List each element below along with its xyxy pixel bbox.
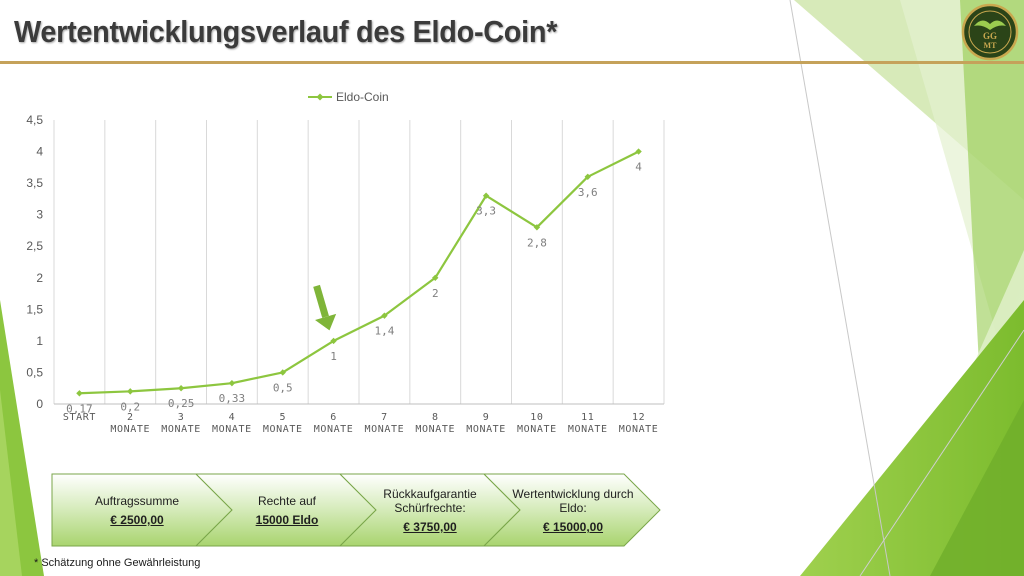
title-underline	[0, 61, 1024, 64]
chart-annotation	[313, 284, 337, 331]
x-tick-label: MONATE	[263, 424, 303, 435]
process-step-3: Rückkaufgarantie Schürfrechte: € 3750,00	[372, 487, 488, 534]
data-point	[279, 369, 286, 376]
x-tick-label: MONATE	[365, 424, 405, 435]
logo-text-top: GG	[983, 31, 997, 41]
data-point	[533, 224, 541, 231]
y-tick-label: 1,5	[26, 302, 43, 316]
data-point	[482, 192, 490, 199]
y-tick-label: 0,5	[26, 365, 43, 379]
process-step-4: Wertentwicklung durch Eldo: € 15000,00	[512, 487, 634, 534]
x-tick-label: 8	[432, 412, 439, 423]
y-tick-label: 1	[36, 334, 43, 348]
process-step-4-shape	[482, 473, 661, 547]
process-step-3-value: € 3750,00	[403, 520, 457, 534]
data-point	[127, 388, 134, 395]
x-tick-label: MONATE	[110, 424, 150, 435]
data-point	[76, 390, 83, 397]
x-tick-label: 2	[127, 412, 134, 423]
process-step-3-label: Rückkaufgarantie Schürfrechte:	[383, 487, 477, 515]
process-step-4-value: € 15000,00	[542, 520, 604, 534]
legend-label: Eldo-Coin	[336, 90, 389, 104]
data-point	[177, 385, 185, 392]
x-tick-label: MONATE	[212, 424, 252, 435]
x-tick-label: START	[63, 412, 96, 423]
logo-icon: GG MT	[961, 3, 1019, 61]
deco-line	[789, 0, 891, 576]
footnote: * Schätzung ohne Gewährleistung	[34, 557, 201, 569]
x-tick-label: MONATE	[568, 424, 608, 435]
annotation-arrow-shaft	[313, 284, 329, 318]
data-label: 1,4	[374, 325, 394, 338]
data-label: 0,25	[168, 397, 195, 410]
x-tick-label: 12	[632, 412, 645, 423]
series-line	[79, 150, 640, 395]
x-tick-label: 4	[229, 412, 236, 423]
x-tick-label: 10	[530, 412, 543, 423]
x-tick-label: 9	[483, 412, 490, 423]
y-tick-label: 2,5	[26, 239, 43, 253]
x-tick-label: MONATE	[415, 424, 455, 435]
x-tick-label: MONATE	[161, 424, 201, 435]
x-tick-label: MONATE	[466, 424, 506, 435]
x-tick-label: 6	[330, 412, 337, 423]
data-label: 4	[635, 161, 642, 174]
process-step-2: Rechte auf 15000 Eldo	[212, 494, 362, 527]
data-label: 0,33	[219, 392, 246, 405]
x-tick-label: 7	[381, 412, 388, 423]
legend-marker	[316, 93, 324, 101]
process-step-1: Auftragssumme € 2500,00	[62, 494, 212, 527]
y-tick-label: 0	[36, 397, 43, 411]
chart-grid	[53, 120, 665, 404]
logo-text-bottom: MT	[984, 41, 998, 50]
data-point	[432, 274, 439, 281]
deco-shape	[0, 390, 22, 576]
x-tick-label: MONATE	[314, 424, 354, 435]
y-tick-label: 3	[36, 208, 43, 222]
process-step-1-label: Auftragssumme	[94, 494, 180, 508]
x-tick-label: 3	[178, 412, 185, 423]
x-tick-label: 11	[581, 412, 594, 423]
deco-shape	[930, 400, 1024, 576]
data-label: 3,6	[578, 186, 598, 199]
x-tick-label: MONATE	[517, 424, 557, 435]
x-tick-label: 5	[279, 412, 286, 423]
data-label: 0,17	[66, 402, 93, 415]
data-label: 1	[330, 350, 337, 363]
process-step-1-value: € 2500,00	[110, 513, 164, 527]
y-tick-label: 3,5	[26, 176, 43, 190]
deco-line	[859, 329, 1024, 576]
data-label: 0,2	[120, 400, 140, 413]
data-label: 0,5	[273, 381, 293, 394]
process-step-2-value: 15000 Eldo	[255, 513, 319, 527]
data-label: 2	[432, 287, 439, 300]
y-tick-label: 4,5	[26, 113, 43, 127]
annotation-arrow-head	[315, 313, 337, 331]
chart-series	[76, 148, 642, 397]
y-tick-label: 4	[36, 145, 43, 159]
data-point	[381, 312, 388, 319]
data-point	[330, 337, 337, 345]
data-point	[584, 173, 591, 180]
data-label: 2,8	[527, 236, 547, 249]
data-label: 3,3	[476, 205, 496, 218]
x-tick-label: MONATE	[619, 424, 659, 435]
data-point	[635, 148, 642, 155]
y-tick-label: 2	[36, 271, 43, 285]
chart-legend: Eldo-Coin	[308, 90, 389, 104]
chart-data-labels: 0,17 0,2 0,25 0,33 0,5 1 1,4 2 3,3 2,8 3,6 4	[66, 161, 642, 416]
process-step-2-label: Rechte auf	[257, 494, 317, 508]
page-title: Wertentwicklungsverlauf des Eldo-Coin*	[14, 14, 558, 49]
process-step-4-label: Wertentwicklung durch Eldo:	[512, 487, 634, 515]
data-point	[228, 379, 236, 387]
